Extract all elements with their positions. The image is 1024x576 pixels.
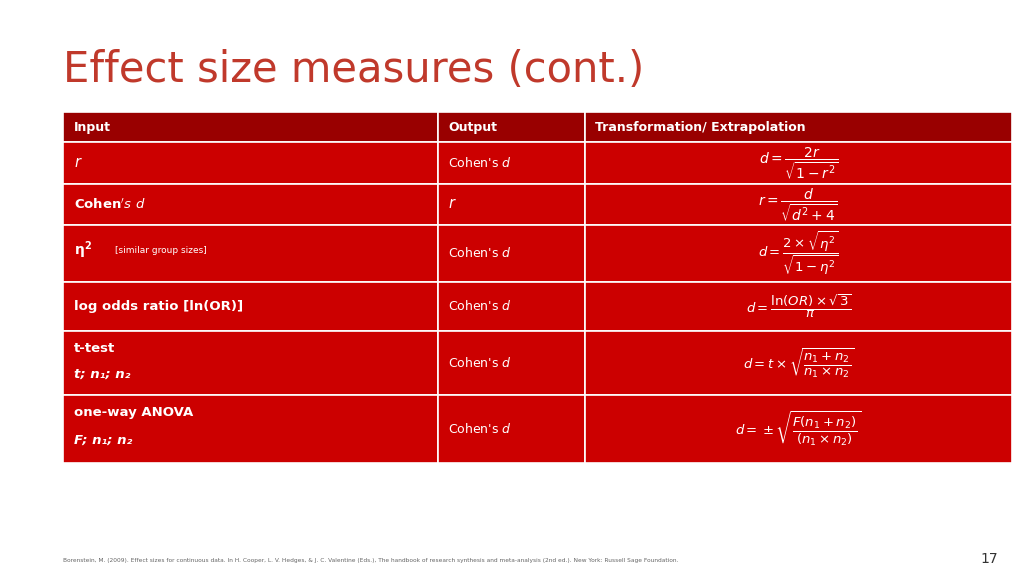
Text: $d = t \times \sqrt{\dfrac{n_1 + n_2}{n_1 \times n_2}}$: $d = t \times \sqrt{\dfrac{n_1 + n_2}{n_… [742, 346, 854, 380]
Text: Cohen's $\mathit{d}$: Cohen's $\mathit{d}$ [449, 300, 512, 313]
Text: Cohen's $\mathit{d}$: Cohen's $\mathit{d}$ [449, 156, 512, 170]
Text: Cohen's $\mathit{d}$: Cohen's $\mathit{d}$ [449, 356, 512, 370]
Bar [585, 184, 1012, 225]
Bar [438, 395, 585, 463]
Text: Cohen's $\mathit{d}$: Cohen's $\mathit{d}$ [449, 422, 512, 435]
Bar [585, 225, 1012, 282]
Text: $d = \dfrac{2 \times \sqrt{\eta^2}}{\sqrt{1 - \eta^2}}$: $d = \dfrac{2 \times \sqrt{\eta^2}}{\sqr… [759, 229, 839, 278]
Bar [438, 331, 585, 395]
Bar [63, 282, 438, 331]
Text: t; n₁; n₂: t; n₁; n₂ [74, 368, 130, 381]
Bar [63, 395, 438, 463]
Text: Input: Input [74, 121, 111, 134]
Text: F; n₁; n₂: F; n₁; n₂ [74, 434, 132, 448]
Bar [585, 331, 1012, 395]
Text: $d = \dfrac{\ln(OR) \times \sqrt{3}}{\pi}$: $d = \dfrac{\ln(OR) \times \sqrt{3}}{\pi… [745, 293, 851, 320]
Bar [438, 225, 585, 282]
Text: $d = \dfrac{2r}{\sqrt{1 - r^2}}$: $d = \dfrac{2r}{\sqrt{1 - r^2}}$ [759, 145, 838, 181]
Bar [585, 395, 1012, 463]
Bar [585, 282, 1012, 331]
Bar [63, 184, 438, 225]
Text: $r$: $r$ [449, 198, 457, 211]
Bar [63, 142, 438, 184]
Text: $r$: $r$ [74, 156, 83, 170]
Text: 17: 17 [981, 552, 998, 566]
Text: log odds ratio [ln(OR)]: log odds ratio [ln(OR)] [74, 300, 243, 313]
Text: $d = \pm\sqrt{\dfrac{F(n_1 + n_2)}{(n_1 \times n_2)}}$: $d = \pm\sqrt{\dfrac{F(n_1 + n_2)}{(n_1 … [735, 410, 861, 448]
Text: Cohen's $\mathit{d}$: Cohen's $\mathit{d}$ [449, 247, 512, 260]
Text: [similar group sizes]: [similar group sizes] [115, 246, 207, 255]
Text: one-way ANOVA: one-way ANOVA [74, 407, 193, 419]
Text: Output: Output [449, 121, 498, 134]
Bar [585, 142, 1012, 184]
Text: $\mathbf{\eta^2}$: $\mathbf{\eta^2}$ [74, 240, 91, 262]
Text: Effect size measures (cont.): Effect size measures (cont.) [63, 49, 645, 91]
Bar [63, 331, 438, 395]
Bar [438, 142, 585, 184]
Bar [585, 112, 1012, 142]
Text: Transformation/ Extrapolation: Transformation/ Extrapolation [595, 121, 806, 134]
Bar [63, 112, 438, 142]
Text: $r = \dfrac{d}{\sqrt{d^2 + 4}}$: $r = \dfrac{d}{\sqrt{d^2 + 4}}$ [759, 186, 839, 223]
Bar [438, 112, 585, 142]
Text: $\mathbf{Cohen\mathit{'s}}$ $\mathit{d}$: $\mathbf{Cohen\mathit{'s}}$ $\mathit{d}$ [74, 197, 145, 212]
Text: t-test: t-test [74, 342, 115, 355]
Bar [63, 225, 438, 282]
Text: Borenstein, M. (2009). Effect sizes for continuous data. In H. Cooper, L. V. Hed: Borenstein, M. (2009). Effect sizes for … [63, 558, 679, 563]
Bar [438, 184, 585, 225]
Bar [438, 282, 585, 331]
